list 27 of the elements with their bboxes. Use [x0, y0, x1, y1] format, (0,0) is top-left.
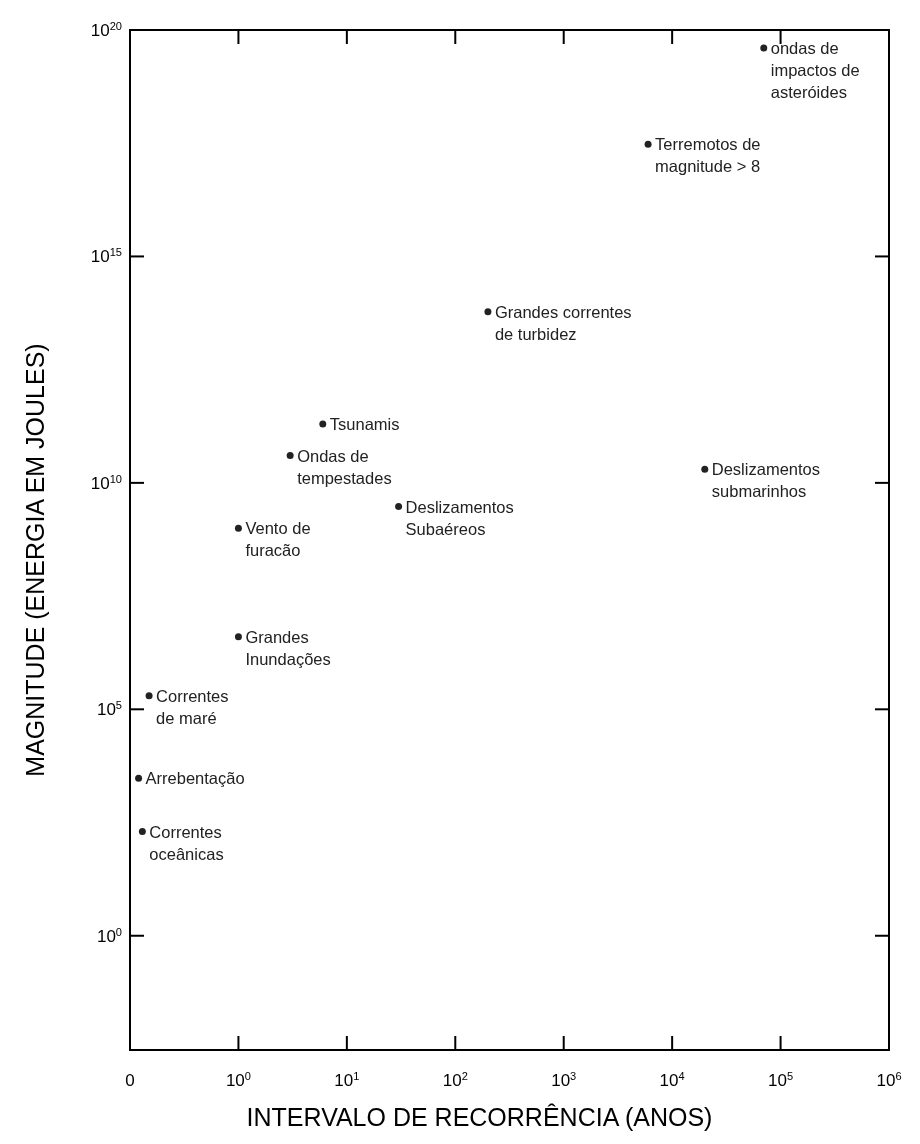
x-axis-title: INTERVALO DE RECORRÊNCIA (ANOS)	[246, 1103, 713, 1131]
series-label: Grandes correntes de turbidez	[494, 302, 632, 343]
series-label: Tsunamis	[329, 414, 400, 433]
series-label: Terremotos de magnitude > 8	[655, 135, 761, 176]
x-tick-label: 10$^{5}$	[768, 1070, 794, 1090]
x-tick-label: 10$^{6}$	[876, 1070, 902, 1090]
series-label: Deslizamentos Subaéreos	[405, 497, 514, 538]
x-tick-label: 10$^{2}$	[442, 1070, 468, 1090]
series-label: Arrebentação	[145, 769, 245, 788]
x-tick-label: 10$^{4}$	[659, 1070, 685, 1090]
series-label: Vento de furacão	[245, 519, 311, 560]
y-axis-title: MAGNITUDE (ENERGIA EM JOULES)	[21, 343, 49, 777]
series-label: Ondas de tempestades	[297, 446, 392, 487]
series-label: Deslizamentos submarinhos	[711, 460, 820, 501]
series-label: Correntes de maré	[156, 686, 229, 727]
y-tick-label: 10$^{5}$	[96, 699, 122, 720]
y-tick-label: 10$^{10}$	[90, 472, 122, 493]
y-tick-label: 10$^{15}$	[90, 246, 122, 267]
x-tick-label: 10$^{1}$	[334, 1070, 360, 1090]
x-tick-label: 10$^{3}$	[551, 1070, 577, 1090]
series-label: ondas de impactos de asteróides	[770, 39, 860, 102]
x-tick-label: 10$^{0}$	[225, 1070, 251, 1090]
y-tick-label: 10$^{0}$	[96, 925, 122, 946]
y-tick-label: 10$^{20}$	[90, 20, 122, 40]
x-tick-label: 0	[125, 1071, 135, 1090]
series-label: Correntes oceânicas	[149, 822, 224, 863]
series-label: Grandes Inundações	[245, 627, 331, 668]
